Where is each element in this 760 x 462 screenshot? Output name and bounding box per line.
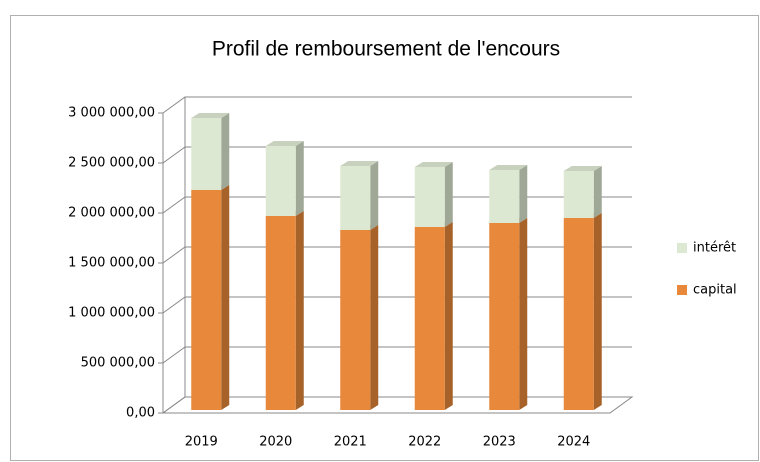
bar <box>489 170 520 223</box>
bar-top <box>414 162 453 167</box>
bar <box>563 171 594 218</box>
bar-side <box>221 113 230 190</box>
bar <box>340 166 371 230</box>
grid-line <box>162 146 632 164</box>
grid-line <box>162 96 632 114</box>
bar <box>414 167 445 227</box>
bar-side <box>295 211 304 410</box>
chart-title: Profil de remboursement de l'encours <box>212 38 560 61</box>
bar-side <box>295 141 304 216</box>
bar <box>563 218 594 410</box>
bar <box>340 230 371 410</box>
bar-side <box>519 218 528 410</box>
y-tick-label: 1 500 000,00 <box>68 256 155 271</box>
bar <box>191 118 222 190</box>
grid-line <box>162 196 632 214</box>
y-tick-label: 1 000 000,00 <box>68 306 155 321</box>
bar-top <box>191 113 230 118</box>
x-tick-label: 2022 <box>408 435 441 450</box>
grid-line <box>162 246 632 264</box>
bar <box>489 223 520 410</box>
y-tick-label: 3 000 000,00 <box>68 106 155 121</box>
x-tick-label: 2023 <box>483 435 516 450</box>
y-tick-label: 2 000 000,00 <box>68 206 155 221</box>
legend-label: capital <box>693 283 737 298</box>
bar-side <box>370 225 379 410</box>
bar <box>265 216 296 410</box>
x-tick-label: 2020 <box>259 435 292 450</box>
bar-side <box>221 185 230 410</box>
bar-top <box>265 141 304 146</box>
x-tick-label: 2019 <box>185 435 218 450</box>
bar <box>265 146 296 216</box>
bar-side <box>593 166 602 218</box>
x-tick-label: 2021 <box>334 435 367 450</box>
x-tick-label: 2024 <box>557 435 590 450</box>
bar-side <box>519 165 528 223</box>
y-tick-label: 0,00 <box>126 406 155 421</box>
legend-swatch <box>677 243 687 253</box>
y-tick-label: 2 500 000,00 <box>68 156 155 171</box>
y-tick-label: 500 000,00 <box>81 356 155 371</box>
legend-swatch <box>677 285 687 295</box>
bar-top <box>489 165 528 170</box>
bar <box>414 227 445 410</box>
bar-top <box>340 161 379 166</box>
bar-side <box>444 162 453 227</box>
grid-line <box>162 396 632 414</box>
chart-frame <box>10 15 759 461</box>
bar <box>191 190 222 410</box>
grid-line <box>162 296 632 314</box>
bar-side <box>593 213 602 410</box>
bar-side <box>370 161 379 230</box>
legend-label: intérêt <box>693 241 736 256</box>
bar-side <box>444 222 453 410</box>
bar-top <box>563 166 602 171</box>
grid-line <box>162 346 632 364</box>
